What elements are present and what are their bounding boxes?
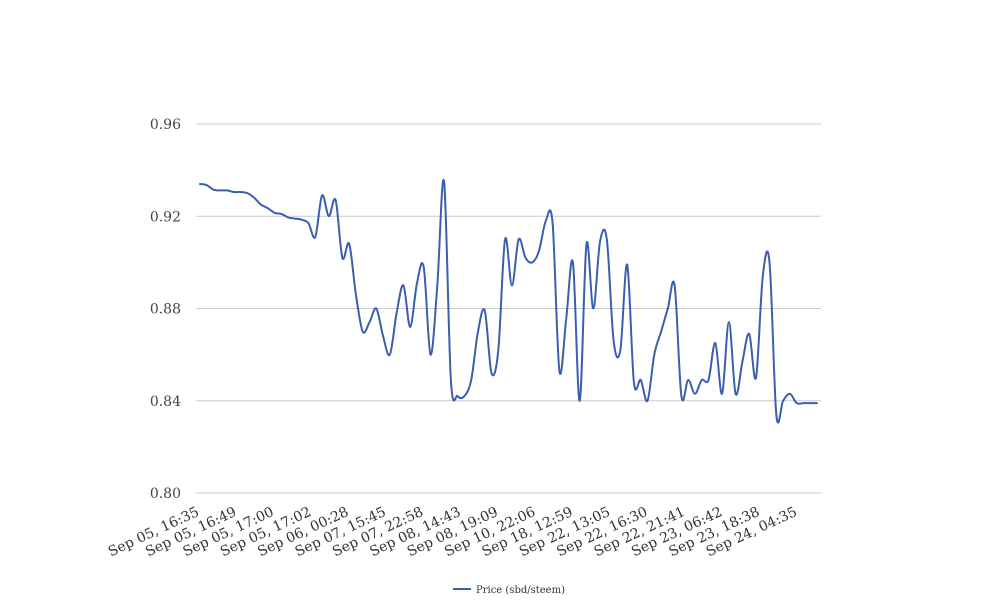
y-tick-label: 0.80 — [150, 486, 181, 502]
legend-item-price[interactable]: Price (sbd/steem) — [453, 585, 565, 596]
gridlines — [196, 123, 821, 494]
legend-label: Price (sbd/steem) — [476, 585, 565, 596]
series-line-price — [199, 178, 818, 424]
series-lines — [199, 178, 818, 424]
y-tick-label: 0.96 — [150, 117, 181, 133]
y-axis-ticks: 0.80 0.84 0.88 0.92 0.96 — [150, 117, 181, 502]
legend[interactable]: Price (sbd/steem) — [453, 585, 565, 596]
y-tick-label: 0.84 — [150, 394, 181, 410]
y-tick-label: 0.88 — [150, 302, 181, 318]
y-tick-label: 0.92 — [150, 209, 181, 225]
